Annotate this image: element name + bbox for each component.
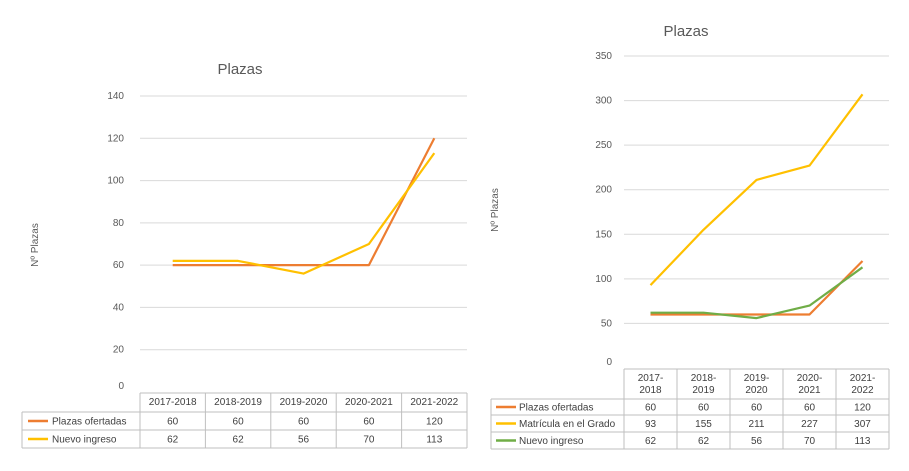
table-value: 113	[426, 435, 442, 446]
table-value: 120	[854, 403, 871, 414]
chart-title: Plazas	[663, 23, 708, 40]
y-tick-label: 200	[595, 185, 612, 196]
y-tick-label: 0	[118, 381, 124, 392]
x-category-label: 2019-2020	[744, 373, 770, 396]
y-tick-label: 20	[113, 345, 125, 356]
table-value: 155	[695, 419, 712, 430]
y-tick-label: 140	[107, 91, 124, 102]
table-value: 70	[363, 435, 375, 446]
chart-title: Plazas	[217, 61, 262, 78]
data-table: 2017-2018 2018-2019 2019-2020 2020-2021 2021…	[490, 368, 890, 450]
chart-2: Plazas Nº Plazas 0 50 100 150 200 250 300 350 2017…	[490, 23, 890, 450]
series-line-1	[650, 260, 864, 316]
x-category-label: 2018-2019	[691, 373, 717, 396]
x-category-label: 2020-2021	[797, 373, 823, 396]
table-value: 62	[698, 436, 710, 447]
y-tick-label: 40	[113, 302, 125, 313]
y-tick-label: 100	[107, 176, 124, 187]
table-value: 62	[167, 435, 179, 446]
table-value: 60	[233, 417, 245, 428]
x-category-label: 2019-2020	[280, 397, 328, 408]
table-value: 62	[233, 435, 245, 446]
table-value: 227	[801, 419, 818, 430]
x-category-label: 2021-2022	[850, 373, 876, 396]
table-value: 60	[645, 403, 657, 414]
table-value: 60	[804, 403, 816, 414]
y-tick-label: 300	[595, 96, 612, 107]
table-value: 60	[167, 417, 179, 428]
y-tick-label: 80	[113, 218, 125, 229]
chart-1: Plazas Nº Plazas 0 20 40 60 80 100 120 140 2017-20…	[21, 61, 468, 449]
table-value: 60	[751, 403, 763, 414]
table-value: 56	[751, 436, 763, 447]
y-tick-label: 100	[595, 274, 612, 285]
table-value: 60	[698, 403, 710, 414]
table-value: 62	[645, 436, 657, 447]
y-axis-label: Nº Plazas	[30, 223, 41, 267]
x-category-label: 2020-2021	[345, 397, 393, 408]
x-category-label: 2018-2019	[214, 397, 262, 408]
table-value: 307	[854, 419, 871, 430]
y-axis-label: Nº Plazas	[490, 188, 501, 232]
table-value: 120	[426, 417, 443, 428]
series-line-1	[172, 137, 436, 267]
series-line-3	[650, 266, 864, 320]
table-value: 113	[855, 436, 871, 447]
y-tick-label: 120	[107, 133, 124, 144]
legend-label: Plazas ofertadas	[52, 417, 127, 428]
legend-label: Nuevo ingreso	[519, 436, 584, 447]
y-tick-label: 350	[595, 51, 612, 62]
table-value: 60	[363, 417, 375, 428]
x-category-label: 2017-2018	[638, 373, 664, 396]
x-category-label: 2017-2018	[149, 397, 197, 408]
table-value: 93	[645, 419, 657, 430]
table-value: 211	[749, 419, 765, 430]
y-tick-label: 50	[601, 318, 613, 329]
legend-label: Matrícula en el Grado	[519, 419, 616, 430]
legend-label: Plazas ofertadas	[519, 403, 594, 414]
y-tick-label: 150	[595, 229, 612, 240]
y-tick-label: 0	[606, 357, 612, 368]
table-value: 70	[804, 436, 816, 447]
table-value: 56	[298, 435, 310, 446]
series-line-2	[172, 152, 436, 275]
y-tick-label: 60	[113, 260, 125, 271]
x-category-label: 2021-2022	[410, 397, 458, 408]
data-table: 2017-2018 2018-2019 2019-2020 2020-2021 2021…	[21, 392, 468, 449]
series-line-2	[649, 93, 864, 286]
table-value: 60	[298, 417, 310, 428]
y-tick-label: 250	[595, 140, 612, 151]
legend-label: Nuevo ingreso	[52, 435, 117, 446]
